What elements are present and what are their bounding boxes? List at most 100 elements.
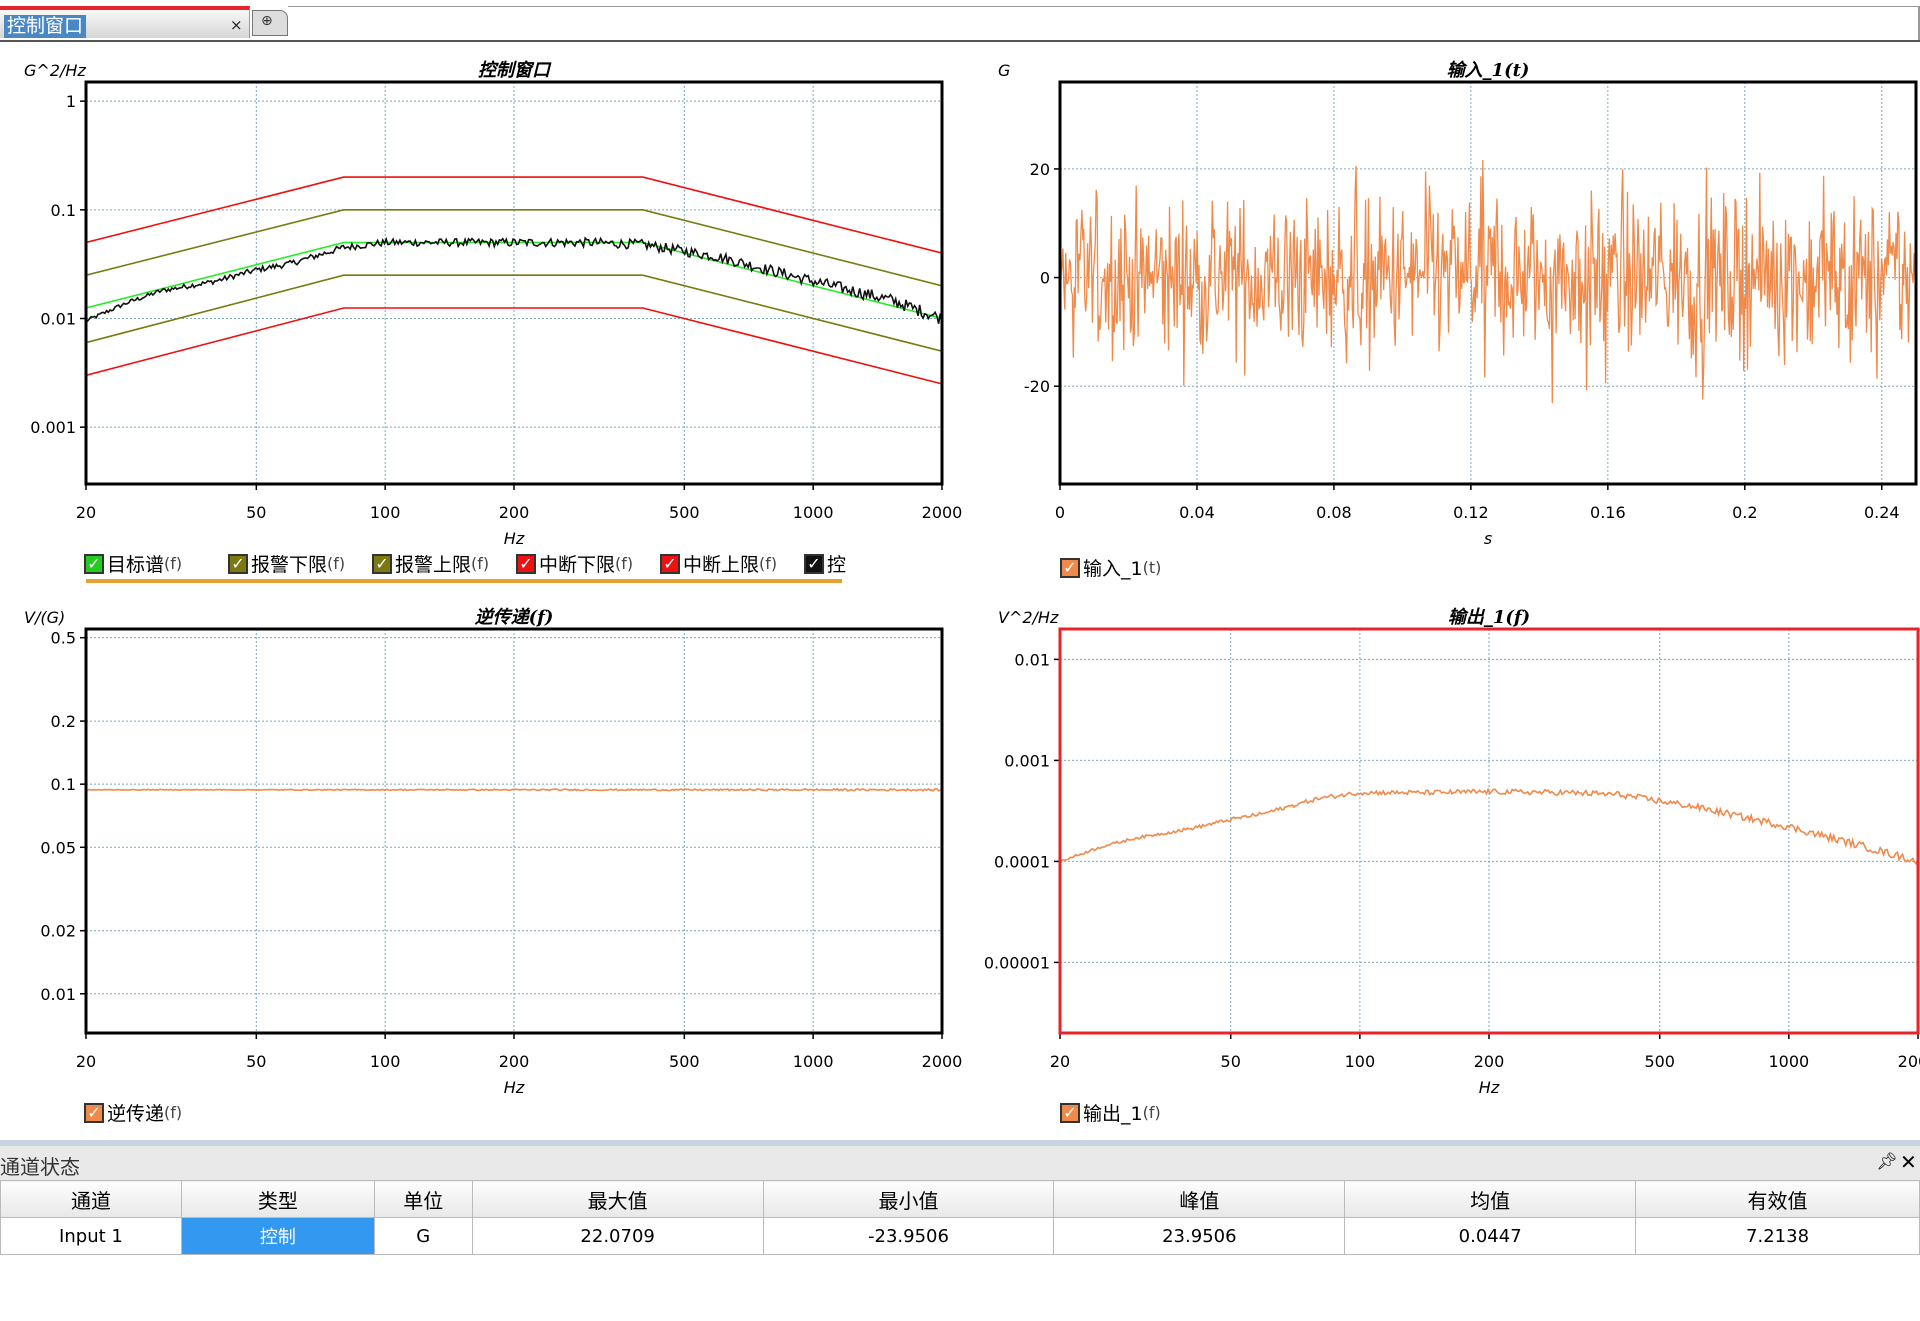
series-line [86, 307, 942, 385]
y-tick-label: 0.0001 [994, 852, 1050, 871]
chart-title: 逆传递(f) [475, 607, 554, 628]
legend-suffix: (t) [1142, 558, 1162, 577]
checkbox-checked-icon[interactable]: ✓ [516, 553, 536, 574]
chart-inverse: 20 50 100 200 500 1000 2000 0.5 0.2 0.1 0.05 0.02 0.… [24, 607, 962, 1097]
x-tick-label: 100 [370, 1052, 401, 1071]
x-tick-label: 200 [1474, 1052, 1505, 1071]
column-header[interactable]: 均值 [1344, 1180, 1637, 1218]
y-axis-label: G^2/Hz [24, 61, 86, 80]
y-axis-label: V/(G) [24, 608, 65, 627]
pin-icon[interactable]: 📌︎ [1876, 1152, 1898, 1172]
table-cell: -23.9506 [762, 1217, 1055, 1255]
table-row[interactable]: Input 1 控制 G 22.0709 -23.9506 23.9506 0.0447 7.… [0, 1217, 1920, 1255]
x-tick-label: 2000 [922, 1052, 963, 1071]
x-tick-label: 100 [370, 503, 401, 522]
y-tick-label: 0.1 [51, 201, 76, 220]
x-tick-label: 0.08 [1316, 503, 1352, 522]
legend-item[interactable]: ✓ 中断下限 (f) [516, 550, 633, 577]
x-tick-label: 1000 [793, 1052, 834, 1071]
column-header[interactable]: 单位 [373, 1180, 473, 1218]
legend-item[interactable]: ✓ 报警上限 (f) [372, 550, 489, 577]
y-tick-label: 0 [1040, 269, 1050, 288]
x-tick-label: 0.24 [1864, 503, 1900, 522]
legend-suffix: (f) [471, 554, 490, 573]
tab-close-icon[interactable]: × [230, 16, 243, 34]
column-header[interactable]: 峰值 [1053, 1180, 1346, 1218]
y-tick-label: 0.5 [51, 629, 76, 648]
table-cell: 0.0447 [1344, 1217, 1637, 1255]
plot-border [84, 80, 944, 486]
legend-item[interactable]: ✓ 输入_1 (t) [1060, 554, 1161, 581]
legend-label: 逆传递 [107, 1103, 165, 1125]
new-tab-button[interactable]: ⊕ [252, 10, 288, 36]
x-tick-label: 20 [76, 1052, 96, 1071]
column-header[interactable]: 有效值 [1635, 1180, 1920, 1218]
x-tick-label: 2000 [1898, 1052, 1920, 1071]
legend-suffix: (f) [759, 554, 778, 573]
legend-control: ✓ 目标谱 (f) ✓ 报警下限 (f) ✓ 报警上限 (f) ✓ 中断下限 (f) ✓ 中断上限 (f) ✓… [84, 550, 846, 584]
table-cell: 23.9506 [1053, 1217, 1346, 1255]
column-header[interactable]: 最小值 [762, 1180, 1055, 1218]
x-tick-label: 200 [499, 1052, 530, 1071]
checkbox-checked-icon[interactable]: ✓ [228, 553, 248, 574]
legend-item[interactable]: ✓ 报警下限 (f) [228, 550, 345, 577]
tab-control-window[interactable]: 控制窗口 × [0, 6, 250, 38]
legend-suffix: (f) [615, 554, 634, 573]
checkbox-checked-icon[interactable]: ✓ [1060, 1102, 1080, 1123]
y-tick-label: 0.01 [1014, 650, 1050, 669]
legend-label: 输出_1 [1083, 1103, 1143, 1125]
plot-border [1058, 627, 1920, 1035]
legend-label: 中断下限 [539, 554, 616, 576]
y-tick-label: 0.2 [51, 712, 76, 731]
checkbox-checked-icon[interactable]: ✓ [1060, 557, 1080, 578]
series-line [1060, 787, 1918, 866]
column-header[interactable]: 类型 [180, 1180, 375, 1218]
series-line [86, 209, 942, 287]
legend-suffix: (f) [1142, 1103, 1161, 1122]
x-tick-label: 50 [246, 503, 266, 522]
legend-item[interactable]: ✓ 目标谱 (f) [84, 550, 182, 577]
legend-item[interactable]: ✓ 中断上限 (f) [660, 550, 777, 577]
y-axis-label: V^2/Hz [998, 608, 1059, 627]
legend-label: 报警下限 [251, 554, 328, 576]
column-header[interactable]: 最大值 [471, 1180, 764, 1218]
plot-series [86, 787, 942, 792]
chart-output: 20 50 100 200 500 1000 2000 0.01 0.001 0.0001 0.00… [984, 607, 1920, 1097]
channel-status-title: 通道状态 [0, 1155, 80, 1179]
y-tick-label: 0.01 [40, 985, 76, 1004]
channel-status-table: 通道 类型 单位 最大值 最小值 峰值 均值 有效值 Input 1 控制 G 22.0709 -23… [0, 1180, 1920, 1255]
legend-item[interactable]: ✓ 逆传递 (f) [84, 1099, 182, 1126]
plot-border [1058, 80, 1918, 486]
checkbox-checked-icon[interactable]: ✓ [84, 553, 104, 574]
legend-item[interactable]: ✓ 输出_1 (f) [1060, 1099, 1161, 1126]
checkbox-checked-icon[interactable]: ✓ [84, 1102, 104, 1123]
x-tick-label: 0.2 [1732, 503, 1757, 522]
y-axis-label: G [998, 61, 1010, 80]
tab-strip-frame [288, 6, 1920, 40]
y-tick-label: 0.001 [30, 418, 76, 437]
legend-underline [86, 579, 842, 583]
x-tick-label: 2000 [922, 503, 963, 522]
y-tick-label: 0.001 [1004, 751, 1050, 770]
x-axis-label: s [1484, 529, 1492, 548]
x-tick-label: 500 [669, 1052, 700, 1071]
y-tick-label: 0.00001 [984, 953, 1050, 972]
checkbox-checked-icon[interactable]: ✓ [660, 553, 680, 574]
checkbox-checked-icon[interactable]: ✓ [372, 553, 392, 574]
legend-suffix: (f) [164, 1103, 183, 1122]
legend-label: 报警上限 [395, 554, 472, 576]
close-icon[interactable]: ✕ [1900, 1150, 1917, 1174]
x-axis-label: Hz [504, 529, 525, 548]
series-line [86, 274, 942, 352]
x-axis-label: Hz [1479, 1078, 1500, 1097]
x-tick-label: 0.04 [1179, 503, 1215, 522]
legend-item[interactable]: ✓ 控 [804, 550, 846, 577]
x-tick-label: 0.16 [1590, 503, 1626, 522]
column-header[interactable]: 通道 [0, 1180, 182, 1218]
checkbox-checked-icon[interactable]: ✓ [804, 553, 824, 574]
x-tick-label: 0 [1055, 503, 1065, 522]
x-axis-label: Hz [504, 1078, 525, 1097]
chart-title: 输出_1(f) [1448, 607, 1530, 628]
table-header-row: 通道 类型 单位 最大值 最小值 峰值 均值 有效值 [0, 1180, 1920, 1218]
y-tick-label: -20 [1024, 377, 1050, 396]
